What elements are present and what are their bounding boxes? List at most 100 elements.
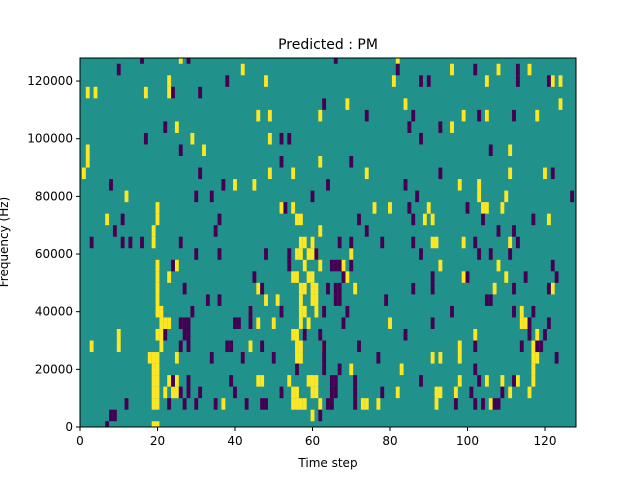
heatmap-cell-negative: [512, 375, 516, 387]
heatmap-cell-negative: [248, 317, 253, 329]
heatmap-cell-positive: [388, 202, 392, 214]
heatmap-cell-negative: [500, 386, 505, 399]
heatmap-cell-negative: [198, 167, 203, 180]
heatmap-cell-negative: [279, 132, 284, 145]
heatmap-cell-negative: [337, 259, 342, 272]
heatmap-cell-positive: [155, 282, 160, 295]
heatmap-cell-positive: [275, 294, 280, 306]
heatmap-cell-negative: [364, 225, 369, 237]
heatmap-cell-positive: [438, 386, 443, 399]
heatmap-cell-negative: [488, 248, 493, 260]
heatmap-cell-negative: [337, 282, 342, 295]
heatmap-cell-negative: [186, 58, 191, 64]
heatmap-cell-positive: [496, 259, 501, 272]
heatmap-cell-negative: [380, 386, 385, 399]
heatmap-cell-negative: [349, 236, 354, 249]
heatmap-cell-positive: [457, 179, 462, 191]
heatmap-cell-negative: [353, 386, 358, 399]
heatmap-cell-positive: [535, 352, 540, 364]
heatmap-cell-positive: [155, 386, 160, 399]
heatmap-cell-positive: [151, 352, 156, 364]
heatmap-cell-negative: [477, 248, 482, 260]
heatmap-cell-positive: [159, 340, 164, 353]
heatmap-cell-negative: [128, 236, 133, 249]
heatmap-cell-negative: [473, 63, 478, 76]
heatmap-cell-positive: [171, 386, 175, 399]
heatmap-cell-negative: [178, 317, 183, 329]
heatmap-cell-positive: [174, 121, 179, 133]
heatmap-cell-positive: [550, 282, 555, 295]
heatmap-cell-positive: [306, 317, 311, 329]
heatmap-cell-positive: [349, 363, 354, 376]
heatmap-cell-positive: [256, 317, 261, 329]
heatmap-cell-negative: [419, 75, 423, 87]
heatmap-cell-positive: [155, 328, 160, 341]
heatmap-cell-negative: [438, 167, 443, 180]
heatmap-cell-negative: [244, 398, 249, 410]
heatmap-cell-positive: [372, 202, 377, 214]
heatmap-cell-negative: [337, 236, 342, 249]
x-tick-label: 80: [382, 434, 397, 448]
heatmap-cell-negative: [484, 294, 489, 306]
heatmap-cell-positive: [147, 352, 152, 364]
heatmap-cell-positive: [167, 271, 172, 283]
heatmap-cell-positive: [527, 63, 532, 76]
heatmap-cell-positive: [105, 213, 110, 226]
heatmap-cell-negative: [554, 271, 559, 283]
heatmap-cell-positive: [291, 398, 296, 410]
heatmap-cell-positive: [310, 386, 315, 399]
heatmap-cell-positive: [310, 236, 315, 249]
heatmap-cell-positive: [310, 375, 315, 387]
heatmap-cell-positive: [155, 294, 160, 306]
heatmap-cell-positive: [163, 317, 168, 329]
heatmap-cell-positive: [271, 317, 276, 329]
heatmap-cell-positive: [167, 317, 172, 329]
heatmap-cell-negative: [186, 375, 191, 387]
heatmap-cell-negative: [407, 121, 412, 133]
heatmap-cell-positive: [543, 167, 547, 180]
x-tick-label: 60: [305, 434, 320, 448]
heatmap-cell-positive: [167, 86, 172, 99]
heatmap-cell-negative: [481, 398, 485, 410]
heatmap-cell-negative: [453, 398, 458, 410]
heatmap-cell-negative: [120, 213, 125, 226]
heatmap-cell-positive: [461, 271, 466, 283]
heatmap-cell-negative: [570, 190, 575, 203]
heatmap-cell-positive: [314, 375, 319, 387]
heatmap-cell-positive: [364, 398, 369, 410]
heatmap-cell-negative: [465, 271, 470, 283]
heatmap-cell-negative: [519, 340, 524, 353]
heatmap-cell-positive: [430, 352, 435, 364]
heatmap-cell-positive: [438, 352, 443, 364]
heatmap-cell-positive: [155, 259, 160, 272]
heatmap-cell-positive: [531, 363, 536, 376]
heatmap-cell-negative: [333, 375, 338, 387]
heatmap-cell-negative: [550, 259, 555, 272]
heatmap-cell-negative: [523, 271, 528, 283]
heatmap-cell-positive: [89, 340, 94, 353]
heatmap-cell-positive: [256, 109, 261, 122]
heatmap-cell-positive: [155, 352, 160, 364]
heatmap-cell-positive: [450, 63, 454, 76]
heatmap-cell-positive: [434, 236, 439, 249]
heatmap-cell-positive: [298, 352, 303, 364]
heatmap-cell-negative: [496, 398, 501, 410]
x-tick-label: 120: [534, 434, 557, 448]
heatmap-cell-negative: [403, 328, 408, 341]
heatmap-cell-negative: [341, 317, 346, 329]
heatmap-cell-positive: [457, 375, 462, 387]
heatmap-cell-positive: [291, 167, 296, 180]
heatmap-cell-positive: [496, 63, 501, 76]
heatmap-cell-positive: [558, 75, 563, 87]
heatmap-cell-positive: [155, 398, 160, 410]
heatmap-cell-positive: [260, 375, 265, 387]
heatmap-cell-negative: [322, 98, 327, 110]
heatmap-cell-negative: [337, 363, 342, 376]
heatmap-cell-positive: [426, 202, 431, 214]
heatmap-cell-positive: [391, 75, 396, 87]
heatmap-cell-negative: [225, 340, 230, 353]
y-tick-label: 120000: [27, 74, 73, 88]
heatmap-cell-positive: [457, 340, 462, 353]
heatmap-cell-negative: [229, 375, 234, 387]
heatmap-cell-positive: [318, 156, 323, 168]
